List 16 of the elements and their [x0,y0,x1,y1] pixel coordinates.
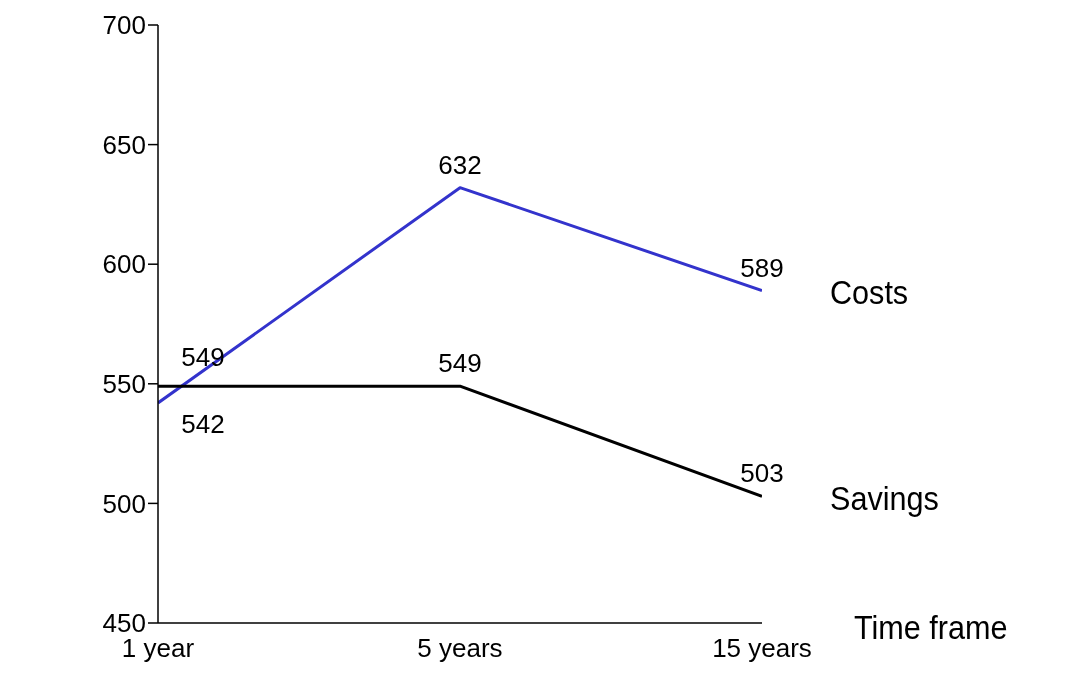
data-label: 632 [438,149,482,180]
y-tick-label: 600 [102,249,146,280]
x-tick-label: 15 years [712,633,812,664]
y-tick-label: 500 [102,488,146,519]
y-tick-label: 650 [102,129,146,160]
data-label: 542 [181,408,225,439]
x-axis-title: Time frame [854,608,1008,647]
y-tick-label: 550 [102,369,146,400]
data-label: 503 [740,458,784,489]
text: Savings [830,479,939,518]
data-label: 589 [740,252,784,283]
data-label: 549 [438,348,482,379]
x-tick-label: 5 years [417,633,503,664]
y-tick-label: 700 [102,10,146,41]
text: Costs [830,274,909,312]
data-label: 549 [181,342,225,373]
